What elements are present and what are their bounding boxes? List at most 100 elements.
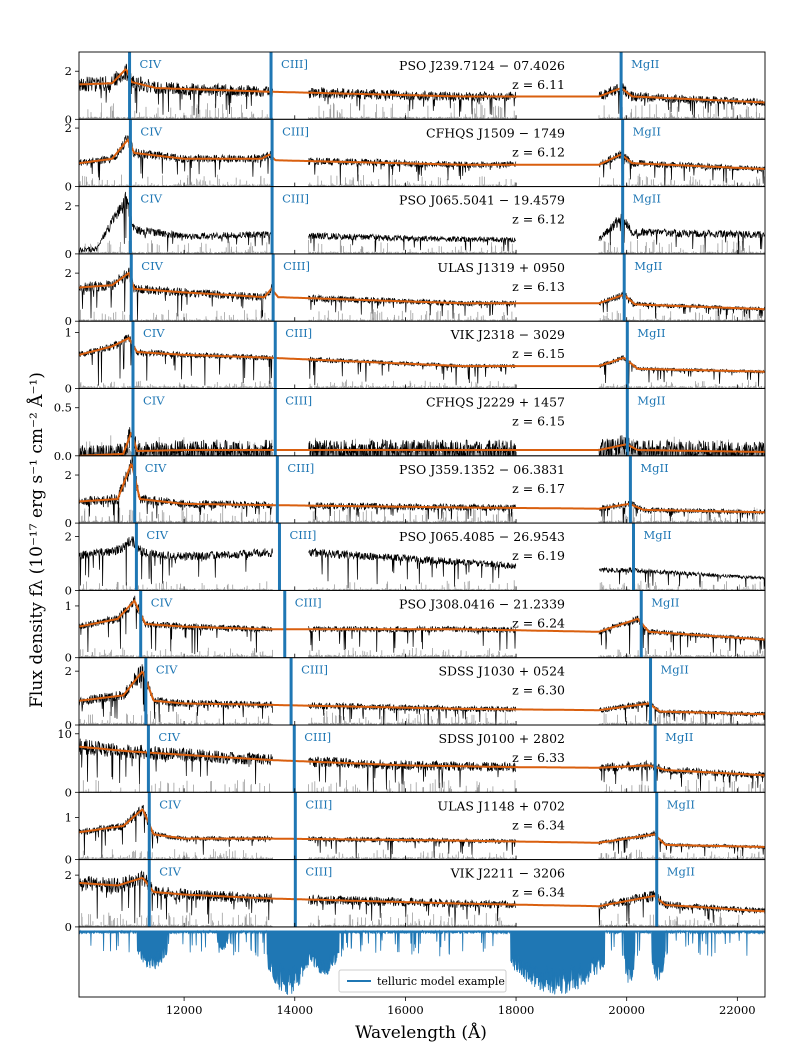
panel-plot-area xyxy=(79,870,765,927)
y-tick-label: 0 xyxy=(65,314,72,328)
model-fit-line xyxy=(79,599,765,641)
y-tick-label: 0 xyxy=(65,785,72,799)
quasar-name: VIK J2211 − 3206 xyxy=(450,866,565,881)
emission-line-label: CIII] xyxy=(295,595,322,609)
flux-spectrum xyxy=(79,267,765,321)
emission-line-label: CIV xyxy=(145,461,167,475)
emission-line-label: MgII xyxy=(631,57,659,71)
quasar-name: CFHQS J1509 − 1749 xyxy=(426,125,565,140)
y-tick-label: 1 xyxy=(65,599,72,613)
x-tick-label: 16000 xyxy=(387,1003,424,1017)
quasar-name: SDSS J1030 + 0524 xyxy=(438,664,565,679)
panel-7: CIV CIII] MgII 0 2 PSO J359.1352 − 06.3831 z =… xyxy=(65,455,766,530)
y-tick-label: 0 xyxy=(65,180,72,194)
emission-line-label: CIII] xyxy=(301,663,328,677)
quasar-name: SDSS J0100 + 2802 xyxy=(438,731,565,746)
panel-plot-area xyxy=(79,536,765,591)
panel-6: CIV CIII] MgII 0.0 0.5 CFHQS J2229 + 1457 z = … xyxy=(54,388,766,463)
emission-line-label: CIV xyxy=(140,192,162,206)
emission-line-label: MgII xyxy=(651,595,679,609)
legend-label: telluric model example xyxy=(377,975,505,988)
y-tick-label: 0 xyxy=(65,382,72,396)
emission-line-label: CIII] xyxy=(283,259,310,273)
emission-line-label: MgII xyxy=(643,528,671,542)
redshift-label: z = 6.33 xyxy=(512,750,565,765)
emission-line-label: CIV xyxy=(158,730,180,744)
redshift-label: z = 6.30 xyxy=(512,683,565,698)
emission-line-label: CIV xyxy=(159,797,181,811)
telluric-frame xyxy=(78,926,766,998)
panel-plot-area xyxy=(79,595,765,658)
emission-line-label: MgII xyxy=(637,326,665,340)
emission-line-label: CIV xyxy=(143,394,165,408)
y-tick-label: 0 xyxy=(65,853,72,867)
redshift-label: z = 6.12 xyxy=(512,212,565,227)
panel-3: CIV CIII] MgII 0 2 PSO J065.5041 − 19.4579 z =… xyxy=(65,186,766,261)
x-tick-label: 22000 xyxy=(719,1003,756,1017)
flux-spectrum xyxy=(79,334,765,387)
panel-plot-area xyxy=(79,191,765,254)
panel-frame xyxy=(78,118,766,188)
flux-spectrum xyxy=(79,427,765,456)
quasar-name: ULAS J1319 + 0950 xyxy=(438,260,566,275)
emission-line-label: CIV xyxy=(143,326,165,340)
y-tick-label: 2 xyxy=(65,530,72,544)
y-tick-label: 2 xyxy=(65,121,72,135)
y-tick-label: 2 xyxy=(65,664,72,678)
x-axis-label: Wavelength (Å) xyxy=(355,1022,487,1043)
model-fit-line xyxy=(79,271,765,311)
noise-spectrum xyxy=(79,779,765,793)
panel-4: CIV CIII] MgII 0 2 ULAS J1319 + 0950 z = 6.13 xyxy=(65,253,766,328)
quasar-name: PSO J359.1352 − 06.3831 xyxy=(399,462,565,477)
emission-line-label: CIV xyxy=(159,865,181,879)
redshift-label: z = 6.12 xyxy=(512,144,565,159)
noise-spectrum xyxy=(79,849,765,860)
quasar-name: PSO J065.5041 − 19.4579 xyxy=(399,193,565,208)
emission-line-label: MgII xyxy=(633,192,661,206)
noise-spectrum xyxy=(79,239,765,254)
x-axis: 12000 14000 16000 18000 20000 22000 xyxy=(166,997,756,1017)
redshift-label: z = 6.34 xyxy=(512,817,565,832)
panel-13: CIV CIII] MgII 0 2 VIK J2211 − 3206 z = 6.34 xyxy=(65,859,766,934)
y-tick-label: 0 xyxy=(65,112,72,126)
flux-spectrum xyxy=(79,870,765,927)
panel-plot-area xyxy=(79,135,765,187)
panel-10: CIV CIII] MgII 0 2 SDSS J1030 + 0524 z = 6.30 xyxy=(65,657,766,732)
emission-line-label: CIII] xyxy=(282,192,309,206)
x-tick-label: 18000 xyxy=(498,1003,535,1017)
y-tick-label: 2 xyxy=(65,64,72,78)
panel-5: CIV CIII] MgII 0 1 VIK J2318 − 3029 z = 6.15 xyxy=(65,320,766,396)
noise-spectrum xyxy=(79,912,765,927)
y-tick-label: 0 xyxy=(65,651,72,665)
y-tick-label: 1 xyxy=(65,811,72,825)
y-axis-label: Flux density fλ (10⁻¹⁷ erg s⁻¹ cm⁻² Å⁻¹) xyxy=(26,372,47,708)
emission-line-label: CIII] xyxy=(282,124,309,138)
redshift-label: z = 6.13 xyxy=(512,279,565,294)
telluric-panel: telluric model example xyxy=(78,926,766,998)
emission-line-label: CIII] xyxy=(285,326,312,340)
panel-plot-area xyxy=(79,427,765,456)
model-fit-line xyxy=(79,462,765,514)
emission-line-label: MgII xyxy=(637,394,665,408)
emission-line-label: CIII] xyxy=(304,730,331,744)
emission-line-label: MgII xyxy=(661,663,689,677)
panel-frame xyxy=(78,791,766,861)
noise-spectrum xyxy=(79,710,765,725)
noise-spectrum xyxy=(79,102,765,120)
telluric-absorption-curve xyxy=(79,929,765,995)
legend-box xyxy=(338,969,507,993)
model-fit-line xyxy=(79,336,765,373)
model-fit-line xyxy=(79,876,765,913)
y-tick-label: 0.5 xyxy=(54,401,72,415)
quasar-name: PSO J239.7124 − 07.4026 xyxy=(399,58,565,73)
noise-spectrum xyxy=(79,173,765,187)
emission-line-label: CIII] xyxy=(289,528,316,542)
flux-spectrum xyxy=(79,191,765,254)
model-fit-line xyxy=(79,745,765,777)
panel-9: CIV CIII] MgII 0 1 PSO J308.0416 − 21.2339 z =… xyxy=(65,589,766,665)
model-fit-line xyxy=(79,808,765,848)
model-fit-line xyxy=(79,670,765,716)
emission-line-label: MgII xyxy=(667,797,695,811)
quasar-name: CFHQS J2229 + 1457 xyxy=(426,395,565,410)
